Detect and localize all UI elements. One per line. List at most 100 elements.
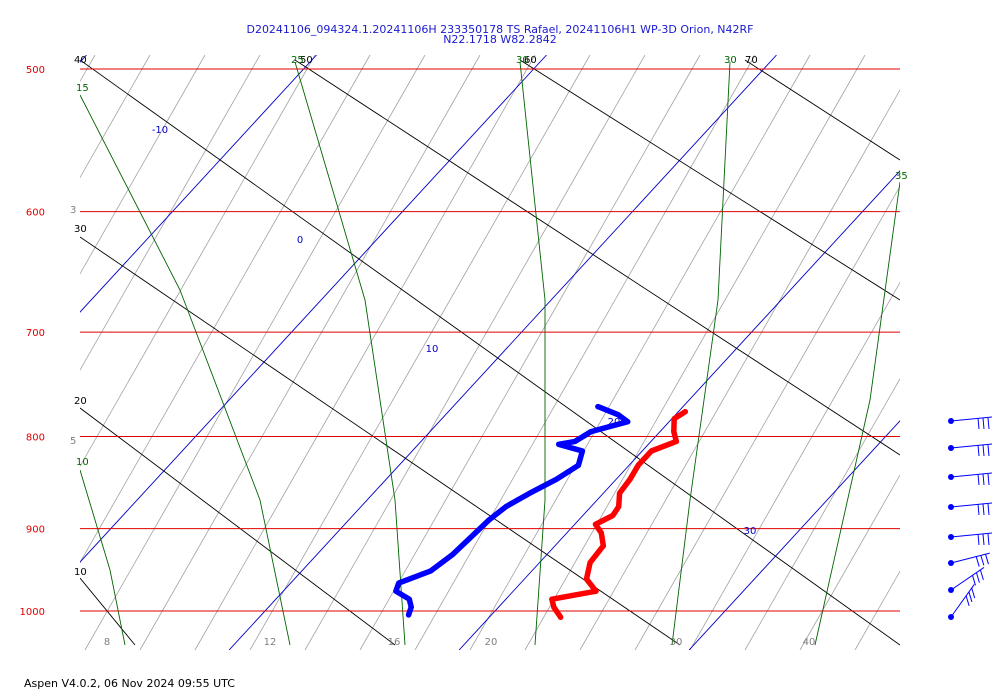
wind-barb-staff <box>950 443 993 449</box>
pressure-label: 700 <box>26 328 45 339</box>
wind-barb-feather <box>982 417 985 430</box>
pressure-label: 500 <box>26 65 45 76</box>
mixing-ratio-line <box>194 55 536 650</box>
temperature-profile-point <box>616 503 622 510</box>
temperature-profile-point <box>593 588 599 594</box>
mixing-ratio-label: 3 <box>70 205 76 216</box>
pressure-label: 800 <box>26 433 45 444</box>
wind-barb-feather <box>965 595 970 606</box>
moist-adiabat-line <box>80 94 291 646</box>
mixing-ratio-line <box>469 55 811 650</box>
dry-adiabat-label: 20 <box>74 396 87 407</box>
wind-barb <box>948 567 985 593</box>
wind-barb-feather <box>987 444 990 457</box>
temperature-profile-point <box>557 614 564 620</box>
wind-barb-feather <box>980 555 985 566</box>
sounding-title: D20241106_094324.1.20241106H 233350178 T… <box>246 23 754 36</box>
mixing-ratio-line <box>84 55 426 650</box>
temperature-profile-point <box>549 596 555 602</box>
wind-barb-feather <box>982 503 985 516</box>
isotherm-line <box>688 420 900 650</box>
wind-barb <box>948 472 993 486</box>
temperature-profile-point <box>551 604 557 610</box>
dewpoint-profile-point <box>625 419 631 425</box>
wind-barb-staff <box>950 567 985 591</box>
temperature-profile-point <box>587 560 593 566</box>
sounding-profiles <box>393 403 689 620</box>
dry-adiabat-label: 50 <box>300 55 313 66</box>
mixing-ratio-line <box>80 55 316 468</box>
wind-barb <box>948 416 993 430</box>
isotherm-line <box>80 55 547 563</box>
dewpoint-profile-point <box>503 503 509 510</box>
wind-barb-feather <box>987 417 990 430</box>
wind-barb-feather <box>982 444 985 457</box>
dry-adiabat-lines <box>80 59 900 646</box>
isotherm-line <box>228 55 777 650</box>
mixing-ratio-lines <box>0 55 900 650</box>
wind-barb-staff <box>950 472 993 478</box>
dewpoint-profile-point <box>553 476 559 482</box>
moist-adiabat-line <box>80 469 126 646</box>
wind-barb-staff <box>950 584 975 618</box>
wind-barb <box>948 584 976 620</box>
mixing-ratio-line <box>80 55 371 564</box>
wind-barb-staff <box>950 552 990 564</box>
wind-barb-feather <box>975 572 980 583</box>
temperature-profile-point <box>592 521 599 527</box>
wind-barb <box>948 532 993 546</box>
moist-adiabat-lines <box>80 61 900 646</box>
axis-labels: 500 600 700 800 900 1000 -10 0 10 20 30 40 30 20 10 50 6… <box>20 55 908 648</box>
wind-barb-feather <box>977 503 980 516</box>
bottom-temperature-label: 40 <box>803 637 816 648</box>
moist-adiabat-label: 35 <box>895 171 908 182</box>
wind-barb-staff <box>950 502 993 508</box>
bottom-temperature-label: 12 <box>264 637 277 648</box>
dry-adiabat-line <box>744 59 900 161</box>
dewpoint-profile-point <box>393 588 399 594</box>
moist-adiabat-label: 10 <box>76 457 89 468</box>
dewpoint-profile-point <box>486 517 492 523</box>
isotherm-label: 10 <box>426 344 439 355</box>
dry-adiabat-line <box>80 236 681 646</box>
wind-barb-feather <box>979 569 984 581</box>
mixing-ratio-line <box>744 377 900 650</box>
wind-barb-feather <box>968 591 973 603</box>
mixing-ratio-line <box>304 55 646 650</box>
wind-barb-staff <box>950 532 993 538</box>
mixing-ratio-line <box>80 55 151 179</box>
dewpoint-profile-point <box>396 580 402 586</box>
dewpoint-profile-point <box>615 412 621 418</box>
bottom-temperature-label: 16 <box>388 637 401 648</box>
mixing-ratio-label: 5 <box>70 436 76 447</box>
wind-barb-feather <box>971 575 976 586</box>
dewpoint-profile-point <box>588 429 594 435</box>
dry-adiabat-label: 60 <box>524 55 537 66</box>
wind-barb-feather <box>985 554 989 565</box>
dry-adiabat-label: 10 <box>74 567 87 578</box>
dewpoint-profile-point <box>408 604 414 610</box>
moist-adiabat-label: 15 <box>76 83 89 94</box>
isotherm-label: -10 <box>152 125 168 136</box>
dewpoint-profile-point <box>527 490 533 496</box>
isobar-lines <box>80 68 900 612</box>
bottom-temperature-label: 20 <box>485 637 498 648</box>
isotherm-label: 0 <box>297 235 303 246</box>
moist-adiabat-label: 25 <box>291 55 304 66</box>
mixing-ratio-line <box>0 55 40 650</box>
wind-barb <box>948 443 993 457</box>
moist-adiabat-label: 30 <box>724 55 737 66</box>
wind-barb <box>948 502 993 516</box>
mixing-ratio-line <box>80 55 206 275</box>
temperature-profile-point <box>583 576 590 582</box>
dewpoint-profile-point <box>579 448 585 454</box>
dewpoint-profile-point <box>575 462 582 468</box>
moist-adiabat-line <box>519 61 546 646</box>
dewpoint-profile-point <box>556 441 562 447</box>
temperature-profile-point <box>648 448 654 454</box>
dry-adiabat-line <box>294 59 900 456</box>
moist-adiabat-line <box>671 61 731 646</box>
wind-barb-feather <box>982 473 985 486</box>
pressure-label: 900 <box>26 525 45 536</box>
isotherm-line <box>80 55 87 63</box>
